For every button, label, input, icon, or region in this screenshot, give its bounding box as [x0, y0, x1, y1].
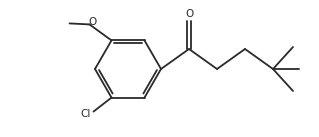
Text: Cl: Cl: [80, 109, 91, 119]
Text: O: O: [185, 9, 193, 19]
Text: O: O: [88, 17, 97, 27]
